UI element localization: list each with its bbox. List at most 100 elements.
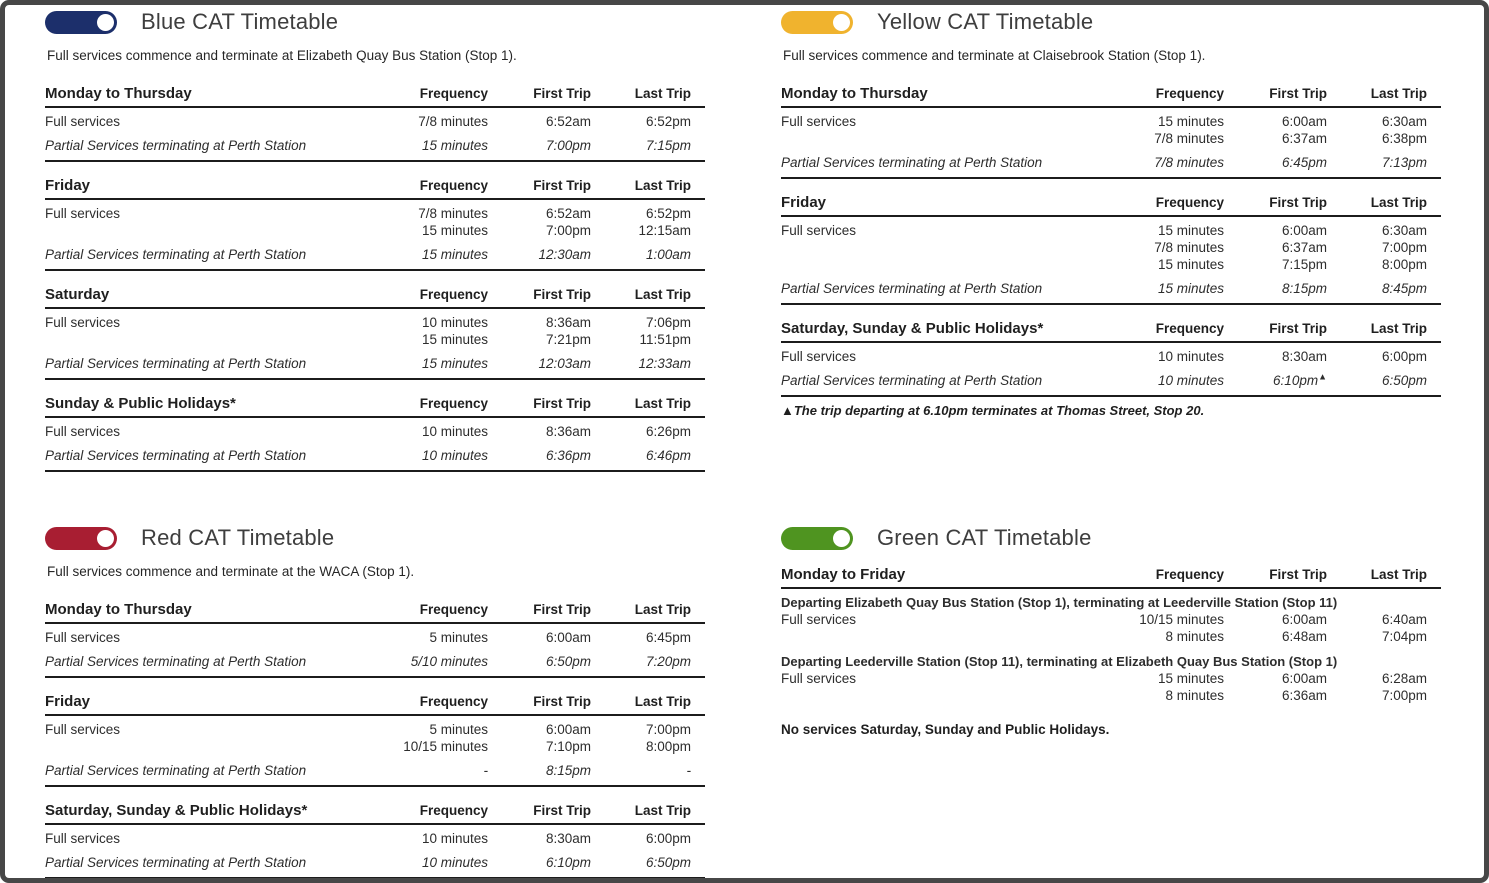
full-service-row: Full services 10 minutes 8:30am 6:00pm (45, 830, 705, 847)
last-trip-cell: 7:00pm (645, 722, 691, 737)
last-trip-cell: 12:15am (638, 223, 691, 238)
column-header-frequency: Frequency (1155, 195, 1224, 210)
timetable-section: Monday to Friday Frequency First Trip Last … (781, 566, 1441, 710)
full-service-row: 15 minutes 7:15pm 8:00pm (781, 256, 1441, 273)
first-trip-cell: 6:00am (1281, 612, 1327, 627)
route-dot-icon (97, 529, 114, 547)
column-header-frequency: Frequency (1155, 567, 1224, 582)
route-direction-subheading: Departing Elizabeth Quay Bus Station (St… (781, 594, 1441, 611)
section-day-label: Friday (45, 177, 91, 194)
last-trip-cell: 6:30am (1381, 223, 1427, 238)
first-trip-cell: 7:15pm (1281, 257, 1327, 272)
partial-service-row: Partial Services terminating at Perth St… (781, 372, 1441, 389)
first-trip-cell: 6:37am (1281, 240, 1327, 255)
last-trip-cell: 11:51pm (639, 332, 691, 347)
last-trip-cell: 6:52pm (645, 206, 691, 221)
column-header-last-trip: Last Trip (1370, 195, 1427, 210)
route-direction-label: Departing Elizabeth Quay Bus Station (St… (781, 595, 1338, 610)
service-label: Partial Services terminating at Perth St… (781, 373, 1043, 388)
last-trip-cell: 8:45pm (1381, 281, 1427, 296)
timetable-section: Monday to Thursday Frequency First Trip Las… (781, 85, 1441, 179)
service-label: Full services (45, 630, 121, 645)
section-header: Monday to Thursday Frequency First Trip Las… (781, 85, 1441, 108)
service-label: Full services (45, 424, 121, 439)
timetable-section: Saturday Frequency First Trip Last Trip Full… (45, 286, 705, 380)
service-label: Full services (45, 114, 121, 129)
green-cat-timetable: Green CAT Timetable Monday to Friday Freq… (781, 524, 1441, 737)
column-header-first-trip: First Trip (1269, 567, 1327, 582)
section-header: Monday to Thursday Frequency First Trip Las… (45, 85, 705, 108)
frequency-cell: 10 minutes (421, 424, 488, 439)
column-header-first-trip: First Trip (533, 602, 591, 617)
full-service-row: Full services 10 minutes 8:30am 6:00pm (781, 348, 1441, 365)
section-header: Saturday Frequency First Trip Last Trip (45, 286, 705, 309)
first-trip-cell: 6:36am (1281, 688, 1327, 703)
last-trip-cell: 6:50pm (1381, 373, 1427, 388)
timetable-section: Saturday, Sunday & Public Holidays* Frequ… (781, 320, 1441, 397)
first-trip-cell: 7:00pm (545, 138, 591, 153)
section-rows: Full services 7/8 minutes 6:52am 6:52pm 15 m… (45, 200, 705, 271)
footnote-marker-icon: ▲ (1318, 371, 1327, 382)
timetable-header: Red CAT Timetable (45, 524, 705, 552)
full-service-row: Full services 10 minutes 8:36am 7:06pm (45, 314, 705, 331)
section-header: Friday Frequency First Trip Last Trip (45, 693, 705, 716)
full-service-row: Full services 10/15 minutes 6:00am 6:40am (781, 611, 1441, 628)
first-trip-cell: 7:10pm (545, 739, 591, 754)
section-rows: Full services 5 minutes 6:00am 7:00pm 10/15 … (45, 716, 705, 787)
timetable-section: Saturday, Sunday & Public Holidays* Frequ… (45, 802, 705, 879)
column-header-last-trip: Last Trip (634, 396, 691, 411)
first-trip-cell: 6:48am (1281, 629, 1327, 644)
column-header-frequency: Frequency (419, 803, 488, 818)
timetable-title: Green CAT Timetable (877, 525, 1092, 550)
first-trip-cell: 6:00am (1281, 114, 1327, 129)
last-trip-cell: 7:20pm (645, 654, 691, 669)
full-service-row: 15 minutes 7:21pm 11:51pm (45, 331, 705, 348)
timetable-section: Friday Frequency First Trip Last Trip Full s… (781, 194, 1441, 305)
route-dot-icon (97, 13, 114, 31)
section-day-label: Friday (45, 693, 91, 710)
timetable-section: Monday to Thursday Frequency First Trip Las… (45, 85, 705, 162)
section-header: Saturday, Sunday & Public Holidays* Frequ… (45, 802, 705, 825)
section-rows: Full services 10 minutes 8:30am 6:00pm Parti… (45, 825, 705, 879)
last-trip-cell: 1:00am (645, 247, 691, 262)
partial-service-row: Partial Services terminating at Perth St… (45, 137, 705, 154)
frequency-cell: 5/10 minutes (410, 654, 488, 669)
frequency-cell: 15 minutes (1157, 281, 1224, 296)
section-day-label: Saturday, Sunday & Public Holidays* (45, 802, 308, 819)
first-trip-cell: 6:00am (1281, 671, 1327, 686)
section-rows: Full services 15 minutes 6:00am 6:30am 7/8 m… (781, 108, 1441, 179)
timetable-sections: Monday to Thursday Frequency First Trip Las… (45, 601, 705, 879)
partial-service-row: Partial Services terminating at Perth St… (45, 762, 705, 779)
column-header-last-trip: Last Trip (1370, 86, 1427, 101)
first-trip-cell: 6:52am (545, 206, 591, 221)
first-trip-cell: 6:37am (1281, 131, 1327, 146)
last-trip-cell: 7:06pm (645, 315, 691, 330)
last-trip-cell: - (686, 763, 692, 778)
service-label: Partial Services terminating at Perth St… (45, 654, 307, 669)
full-service-row: 8 minutes 6:36am 7:00pm (781, 687, 1441, 704)
partial-service-row: Partial Services terminating at Perth St… (45, 653, 705, 670)
first-trip-cell: 8:15pm (545, 763, 591, 778)
full-service-row: Full services 15 minutes 6:00am 6:30am (781, 222, 1441, 239)
section-header: Monday to Friday Frequency First Trip Last … (781, 566, 1441, 589)
first-trip-cell: 6:52am (545, 114, 591, 129)
column-header-frequency: Frequency (419, 602, 488, 617)
frequency-cell: 10 minutes (421, 831, 488, 846)
service-label: Full services (45, 315, 121, 330)
column-header-frequency: Frequency (419, 287, 488, 302)
frequency-cell: 15 minutes (421, 332, 488, 347)
frequency-cell: 15 minutes (1157, 114, 1224, 129)
frequency-cell: 15 minutes (421, 138, 488, 153)
section-header: Friday Frequency First Trip Last Trip (781, 194, 1441, 217)
first-trip-cell: 6:00am (545, 722, 591, 737)
section-header: Saturday, Sunday & Public Holidays* Frequ… (781, 320, 1441, 343)
column-header-last-trip: Last Trip (634, 602, 691, 617)
full-service-row: Full services 15 minutes 6:00am 6:28am (781, 670, 1441, 687)
blue-cat-route-icon (45, 10, 117, 34)
column-header-last-trip: Last Trip (1370, 321, 1427, 336)
last-trip-cell: 6:50pm (645, 855, 691, 870)
service-label: Full services (781, 612, 857, 627)
frequency-cell: 15 minutes (1157, 671, 1224, 686)
frequency-cell: 7/8 minutes (1154, 131, 1224, 146)
timetable-section: Friday Frequency First Trip Last Trip Full s… (45, 693, 705, 787)
